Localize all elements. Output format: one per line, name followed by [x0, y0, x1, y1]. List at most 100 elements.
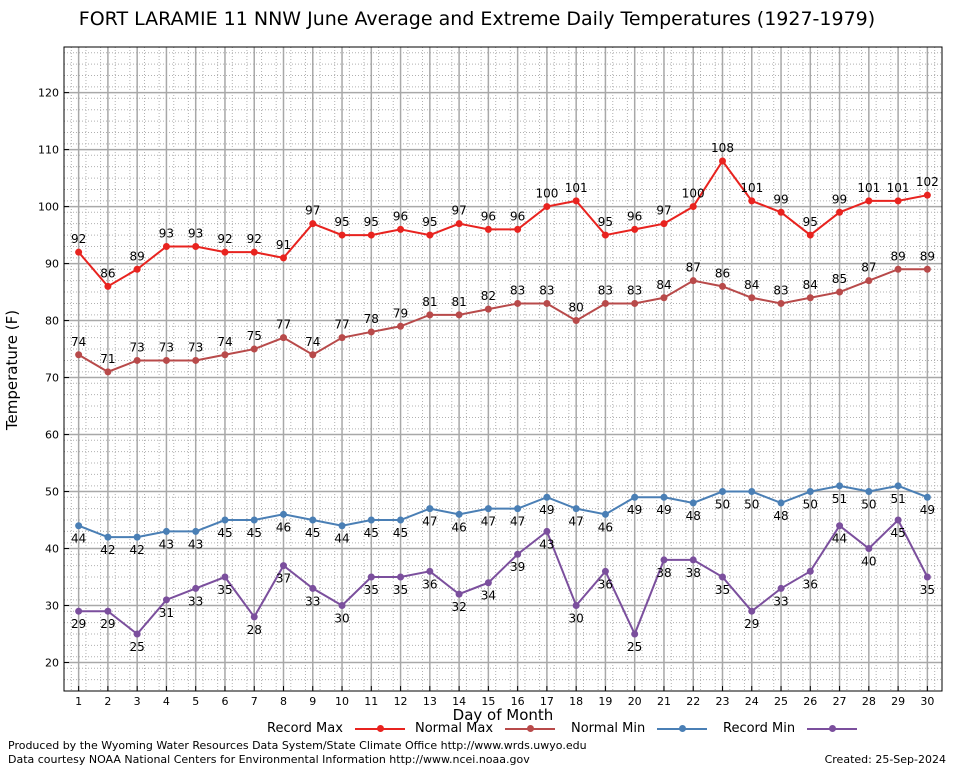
data-label: 46: [451, 520, 466, 534]
data-label: 73: [159, 340, 174, 354]
x-tick-label: 3: [134, 695, 141, 708]
data-point: [338, 522, 346, 530]
x-tick-label: 8: [280, 695, 287, 708]
legend-label: Normal Min: [571, 721, 646, 736]
data-label: 97: [451, 204, 466, 218]
data-point: [162, 242, 170, 250]
data-point: [192, 527, 200, 535]
data-label: 46: [276, 520, 291, 534]
data-point: [748, 294, 756, 302]
x-tick-label: 6: [221, 695, 228, 708]
data-point: [397, 225, 405, 233]
data-point: [367, 516, 375, 524]
data-point: [719, 282, 726, 290]
data-point: [865, 197, 873, 205]
data-point: [836, 288, 844, 296]
data-point: [923, 573, 931, 581]
data-point: [280, 334, 287, 342]
data-point: [426, 311, 434, 319]
x-tick-label: 22: [686, 695, 700, 708]
data-label: 87: [686, 261, 701, 275]
data-point: [748, 607, 756, 615]
data-point: [748, 488, 756, 496]
data-point: [806, 294, 814, 302]
data-point: [894, 197, 902, 205]
series-line-normal-max: [78, 268, 928, 373]
data-point: [133, 356, 141, 364]
data-point: [75, 248, 83, 256]
data-point: [777, 499, 785, 507]
data-label: 92: [71, 232, 86, 246]
x-tick-label: 23: [716, 695, 730, 708]
data-label: 82: [481, 289, 496, 303]
data-label: 44: [334, 532, 349, 546]
data-point: [367, 573, 375, 581]
data-label: 33: [188, 594, 203, 608]
data-label: 45: [890, 526, 905, 540]
series-line-normal-min: [78, 484, 928, 539]
data-point: [777, 208, 785, 216]
data-point: [719, 573, 726, 581]
data-label: 81: [422, 295, 437, 309]
data-point: [631, 630, 639, 638]
data-point: [689, 556, 697, 564]
footer-produced-by: Produced by the Wyoming Water Resources …: [8, 739, 587, 752]
x-tick-label: 28: [862, 695, 876, 708]
data-label: 71: [100, 352, 115, 366]
legend-label: Normal Max: [415, 721, 494, 736]
data-point: [397, 516, 405, 524]
data-point: [367, 328, 375, 336]
x-tick-label: 5: [192, 695, 199, 708]
data-point: [689, 203, 697, 211]
y-tick-label: 90: [45, 258, 59, 271]
data-label: 97: [656, 204, 671, 218]
legend-record-max: Record Max: [267, 721, 406, 736]
data-point: [192, 584, 200, 592]
data-label: 36: [803, 577, 818, 591]
data-label: 40: [861, 555, 876, 569]
data-point: [192, 242, 200, 250]
data-label: 35: [217, 583, 232, 597]
data-label: 74: [217, 335, 232, 349]
data-point: [309, 351, 317, 359]
data-point: [280, 510, 287, 518]
data-point: [514, 505, 522, 513]
data-point: [631, 299, 639, 307]
y-tick-label: 120: [38, 87, 59, 100]
data-point: [601, 231, 609, 239]
data-label: 30: [569, 612, 584, 626]
data-point: [748, 197, 756, 205]
data-label: 38: [686, 566, 701, 580]
x-tick-label: 24: [745, 695, 759, 708]
y-tick-label: 20: [45, 657, 59, 670]
data-label: 100: [682, 187, 705, 201]
data-label: 89: [890, 249, 905, 263]
x-tick-label: 16: [511, 695, 525, 708]
data-point: [631, 225, 639, 233]
data-point: [923, 191, 931, 199]
data-point: [660, 220, 668, 228]
data-point: [894, 265, 902, 273]
data-point: [455, 311, 463, 319]
data-point: [719, 157, 726, 165]
data-label: 101: [565, 181, 588, 195]
data-point: [397, 322, 405, 330]
data-label: 80: [569, 301, 584, 315]
data-label: 101: [857, 181, 880, 195]
data-point: [660, 294, 668, 302]
data-label: 46: [598, 520, 613, 534]
series-line-record-min: [78, 518, 929, 637]
data-point: [836, 522, 844, 530]
data-label: 35: [393, 583, 408, 597]
data-label: 101: [740, 181, 763, 195]
data-point: [455, 510, 463, 518]
data-point: [806, 488, 814, 496]
data-point: [250, 516, 258, 524]
data-point: [543, 299, 551, 307]
data-label: 95: [334, 215, 349, 229]
data-point: [367, 231, 375, 239]
data-label: 86: [100, 266, 115, 280]
data-point: [601, 510, 609, 518]
data-point: [865, 545, 873, 553]
